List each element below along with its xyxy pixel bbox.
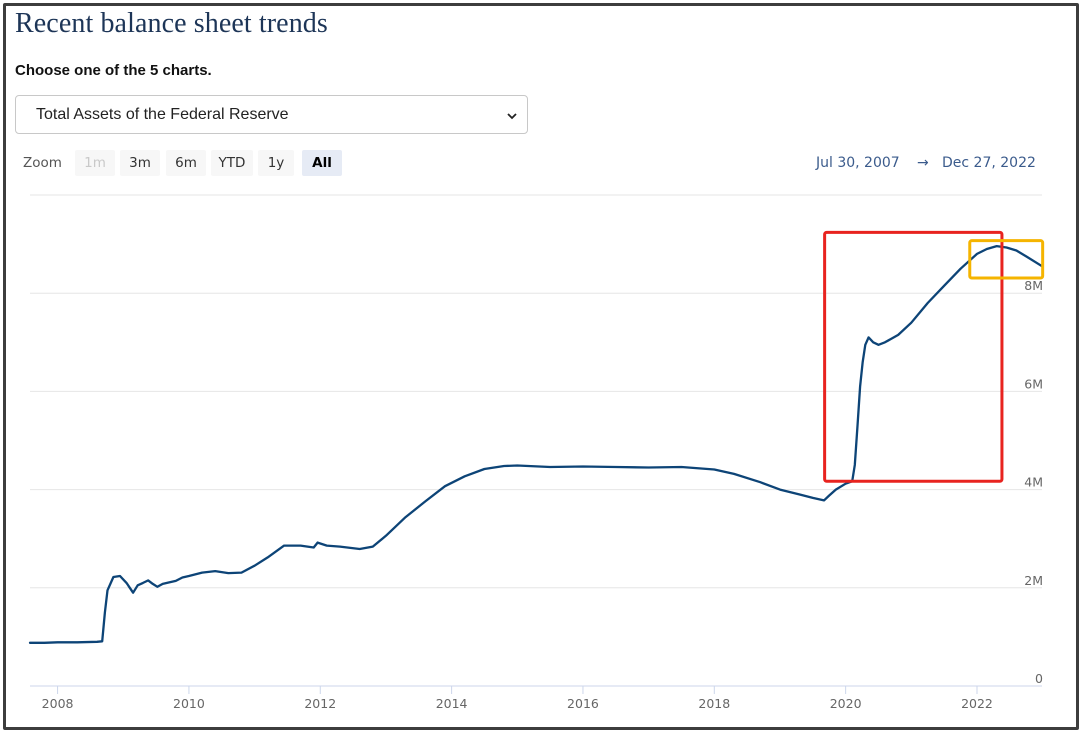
y-tick-label: 6M (1024, 376, 1043, 391)
x-tick-label: 2008 (42, 696, 74, 711)
x-tick-label: 2016 (567, 696, 599, 711)
range-arrow: → (917, 155, 929, 171)
zoom-ytd-button[interactable]: YTD (211, 150, 253, 176)
zoom-1y-button[interactable]: 1y (258, 150, 294, 176)
x-axis: 2008 2010 2012 2014 2016 2018 2020 2022 (30, 685, 1042, 711)
red-highlight-box (823, 230, 1004, 483)
y-tick-label: 8M (1024, 278, 1043, 293)
x-tick-label: 2010 (173, 696, 205, 711)
y-axis: 0 2M 4M 6M 8M (1024, 278, 1043, 686)
zoom-label: Zoom (23, 155, 62, 171)
zoom-6m-button[interactable]: 6m (166, 150, 206, 176)
yellow-highlight-box (968, 239, 1045, 280)
grid-lines (30, 194, 1042, 589)
annotation-layer (823, 230, 1045, 483)
x-tick-label: 2012 (304, 696, 336, 711)
x-tick-label: 2014 (436, 696, 468, 711)
x-tick-label: 2018 (698, 696, 730, 711)
y-tick-label: 2M (1024, 573, 1043, 588)
series-layer (28, 244, 1044, 644)
y-tick-label: 4M (1024, 475, 1043, 490)
zoom-3m-button[interactable]: 3m (120, 150, 160, 176)
page-title: Recent balance sheet trends (15, 8, 328, 39)
x-tick-label: 2022 (961, 696, 993, 711)
zoom-all-button[interactable]: All (302, 150, 342, 176)
range-start-date[interactable]: Jul 30, 2007 (816, 155, 900, 171)
chart-select-value: Total Assets of the Federal Reserve (36, 106, 289, 123)
range-end-date[interactable]: Dec 27, 2022 (942, 155, 1036, 171)
chart-chooser-label: Choose one of the 5 charts. (15, 62, 212, 79)
series-line (28, 244, 1044, 644)
x-tick-label: 2020 (830, 696, 862, 711)
chevron-down-icon (506, 109, 518, 127)
zoom-1m-button[interactable]: 1m (75, 150, 115, 176)
y-tick-label: 0 (1035, 671, 1043, 686)
chart-select-dropdown[interactable]: Total Assets of the Federal Reserve (15, 95, 528, 134)
